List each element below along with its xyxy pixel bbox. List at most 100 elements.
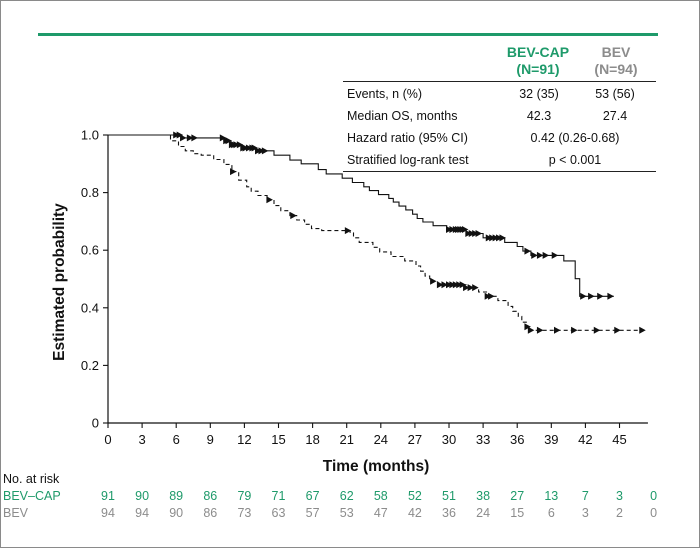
y-tick-label: 0.4	[81, 300, 99, 315]
risk-count: 27	[510, 489, 525, 503]
censor-mark-bev	[290, 212, 297, 220]
risk-count: 86	[203, 489, 218, 503]
risk-count: 47	[373, 506, 388, 520]
censor-mark-bev	[536, 326, 544, 334]
bev-cap-header-line1: BEV-CAP	[506, 44, 570, 60]
risk-count: 58	[373, 489, 388, 503]
risk-count: 63	[271, 506, 286, 520]
x-tick-label: 9	[207, 432, 214, 447]
censor-mark-bev-cap	[468, 229, 476, 237]
p-value: p < 0.001	[548, 153, 602, 167]
risk-count: 94	[101, 506, 115, 520]
risk-count: 53	[339, 506, 354, 520]
x-tick-label: 6	[173, 432, 180, 447]
censor-mark-bev-cap	[449, 225, 456, 233]
bev-header-line2: (N=94)	[594, 61, 638, 77]
y-tick-label: 0.8	[81, 185, 99, 200]
hazard-ratio-value: 0.42 (0.26-0.68)	[530, 131, 620, 145]
y-tick-label: 1.0	[81, 128, 99, 143]
censor-mark-bev	[553, 326, 561, 334]
y-tick-label: 0.6	[81, 243, 99, 258]
risk-count: 89	[169, 489, 184, 503]
censor-mark-bev-cap	[485, 234, 493, 242]
censor-mark-bev	[593, 326, 601, 334]
censor-mark-bev	[344, 227, 352, 235]
censor-mark-bev-cap	[465, 229, 472, 237]
censor-mark-bev-cap	[472, 229, 479, 237]
censor-mark-bev-cap	[536, 251, 544, 259]
row-label: Events, n (%)	[347, 87, 423, 101]
km-curve-bev	[108, 134, 643, 331]
chart-curves	[108, 131, 646, 334]
censor-mark-bev-cap	[524, 247, 531, 255]
row-label: Hazard ratio (95% CI)	[347, 131, 468, 145]
bev-cap-header-line2: (N=91)	[516, 61, 560, 77]
x-tick-label: 21	[339, 432, 353, 447]
x-tick-label: 27	[408, 432, 422, 447]
table-bottom-rule	[343, 171, 656, 172]
x-tick-label: 0	[104, 432, 111, 447]
table-row-median-os: Median OS, months 42.3 27.4	[347, 109, 657, 129]
x-tick-label: 45	[612, 432, 626, 447]
x-tick-label: 42	[578, 432, 592, 447]
censor-mark-bev	[484, 292, 492, 300]
km-curve-bev-cap	[108, 134, 614, 297]
risk-count: 24	[476, 506, 491, 520]
censor-mark-bev	[639, 326, 646, 334]
censor-mark-bev	[459, 281, 467, 289]
censor-mark-bev-cap	[580, 292, 587, 300]
risk-count: 57	[305, 506, 320, 520]
bev-value: 27.4	[602, 109, 628, 123]
risk-count: 86	[203, 506, 218, 520]
x-tick-label: 15	[271, 432, 285, 447]
x-tick-label: 36	[510, 432, 524, 447]
risk-count: 3	[616, 489, 623, 503]
x-tick-label: 12	[237, 432, 251, 447]
risk-count: 36	[442, 506, 456, 520]
risk-table-title: No. at risk	[3, 472, 60, 486]
risk-count: 6	[547, 506, 555, 520]
censor-mark-bev-cap	[461, 225, 469, 233]
risk-count: 62	[339, 489, 354, 503]
risk-count: 0	[650, 489, 658, 503]
censor-mark-bev-cap	[597, 292, 604, 300]
risk-count: 71	[271, 489, 286, 503]
censor-mark-bev-cap	[446, 225, 453, 233]
chart-axes: 0 3 6 9 12 15 18 21 24 27 30 33 36 39 42 4500.20.40.60.…	[81, 128, 648, 447]
cap-value: 32 (35)	[519, 87, 559, 101]
censor-mark-bev-cap	[225, 137, 232, 145]
risk-count: 38	[476, 489, 491, 503]
y-tick-label: 0	[92, 416, 99, 431]
censor-mark-bev	[467, 284, 475, 292]
cap-value: 42.3	[526, 109, 552, 123]
censor-mark-bev-cap	[496, 234, 503, 242]
row-label: Stratified log-rank test	[347, 153, 469, 167]
row-label: Median OS, months	[347, 109, 458, 123]
bev-header-line1: BEV	[601, 44, 631, 60]
censor-mark-bev-cap	[245, 144, 253, 152]
censor-mark-bev-cap	[186, 134, 194, 142]
censor-mark-bev	[230, 168, 237, 176]
censor-mark-bev-cap	[176, 131, 184, 139]
x-axis-label: Time (months)	[323, 458, 430, 475]
censor-mark-bev	[449, 281, 456, 289]
censor-mark-bev-cap	[489, 234, 496, 242]
risk-count: 52	[407, 489, 422, 503]
table-row-events: Events, n (%) 32 (35) 53 (56)	[347, 87, 657, 107]
censor-mark-bev	[571, 326, 578, 334]
censor-mark-bev-cap	[258, 147, 265, 155]
bev-cap-column-header: BEV-CAP (N=91)	[502, 44, 574, 78]
censor-mark-bev-cap	[255, 147, 262, 155]
risk-row-label-bev: BEV	[3, 506, 29, 520]
censor-mark-bev	[488, 292, 495, 300]
censor-mark-bev-cap	[219, 134, 227, 142]
risk-count: 2	[616, 506, 623, 520]
risk-count: 3	[581, 506, 589, 520]
censor-mark-bev	[436, 281, 444, 289]
censor-mark-bev	[430, 277, 437, 285]
censor-mark-bev-cap	[588, 292, 595, 300]
header-accent-line	[38, 33, 658, 36]
censor-mark-bev	[527, 326, 535, 334]
x-tick-label: 18	[305, 432, 319, 447]
censor-mark-bev	[614, 326, 621, 334]
